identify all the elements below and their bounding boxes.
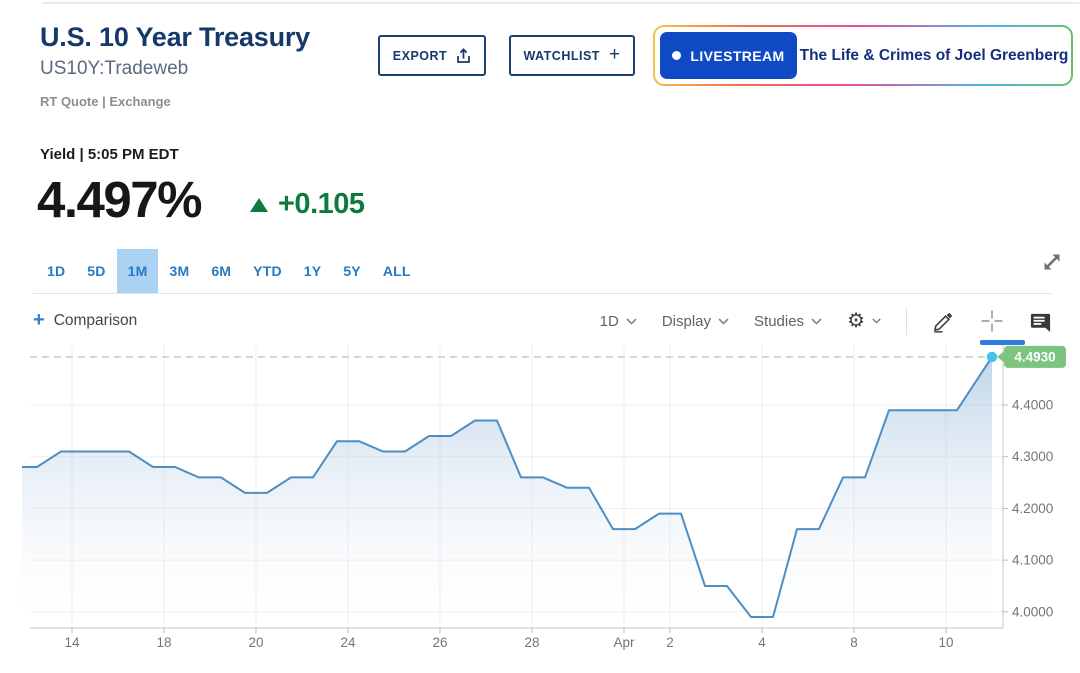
range-tab-1y[interactable]: 1Y bbox=[303, 263, 322, 279]
x-axis-label: 28 bbox=[524, 635, 539, 650]
crosshair-tool-button[interactable] bbox=[980, 309, 1004, 333]
watchlist-button-label: WATCHLIST bbox=[523, 48, 600, 63]
area-fill bbox=[22, 356, 992, 628]
price-chart[interactable]: 14 18 20 24 26 28 Apr 2 4 8 104.40004.30004.20004.… bbox=[0, 345, 1080, 668]
chevron-down-icon bbox=[811, 317, 822, 325]
x-axis-label: 10 bbox=[938, 635, 953, 650]
y-axis-label: 4.0000 bbox=[1012, 604, 1053, 619]
active-tool-indicator bbox=[980, 340, 1025, 345]
range-tab-6m[interactable]: 6M bbox=[211, 263, 232, 279]
price-line bbox=[22, 356, 993, 618]
export-button[interactable]: EXPORT bbox=[378, 35, 486, 76]
chevron-down-icon bbox=[718, 317, 729, 325]
x-axis-label: 20 bbox=[248, 635, 263, 650]
range-tab-5y[interactable]: 5Y bbox=[343, 263, 361, 279]
expand-chart-icon[interactable] bbox=[1038, 248, 1066, 281]
quote-source-label: RT Quote | Exchange bbox=[40, 94, 171, 109]
export-icon bbox=[456, 47, 471, 64]
live-dot-icon bbox=[672, 51, 682, 60]
pencil-icon bbox=[933, 312, 952, 333]
plus-icon: + bbox=[33, 309, 45, 331]
watchlist-button[interactable]: WATCHLIST + bbox=[509, 35, 635, 76]
header-divider bbox=[42, 2, 1080, 4]
range-tab-5d[interactable]: 5D bbox=[87, 263, 106, 279]
export-button-label: EXPORT bbox=[392, 48, 448, 63]
gear-icon: ⚙ bbox=[847, 310, 865, 332]
range-tabs: 1D 5D 1M 3M 6M YTD 1Y 5Y ALL bbox=[36, 249, 422, 293]
toolbar-divider bbox=[906, 307, 907, 335]
range-tab-1d[interactable]: 1D bbox=[47, 263, 66, 279]
range-tab-ytd[interactable]: YTD bbox=[253, 263, 282, 279]
plus-icon: + bbox=[608, 44, 621, 65]
x-axis-label: 8 bbox=[850, 635, 858, 650]
y-axis-label: 4.3000 bbox=[1012, 449, 1053, 464]
page-title: U.S. 10 Year Treasury bbox=[40, 22, 310, 52]
x-axis-label: Apr bbox=[613, 635, 635, 650]
speech-bubble-icon bbox=[1030, 313, 1051, 332]
svg-text:4.4930: 4.4930 bbox=[1014, 350, 1055, 365]
last-price-badge: 4.4930 bbox=[997, 345, 1066, 368]
interval-dropdown[interactable]: 1D bbox=[600, 313, 637, 330]
crosshair-icon bbox=[981, 310, 1003, 332]
chart-settings-dropdown[interactable]: ⚙ bbox=[847, 311, 881, 331]
price-chart-area[interactable]: 14 18 20 24 26 28 Apr 2 4 8 10 4.4000 4.3000 4.2000 4.… bbox=[0, 345, 1080, 668]
last-price-dot bbox=[986, 351, 998, 363]
livestream-banner[interactable]: LIVESTREAM The Life & Crimes of Joel Gre… bbox=[653, 25, 1073, 86]
chart-toolbar: + Comparison 1D Display Studies ⚙ bbox=[33, 299, 1052, 343]
add-comparison-button[interactable]: + Comparison bbox=[33, 309, 138, 331]
instrument-symbol: US10Y:Tradeweb bbox=[40, 58, 189, 79]
chevron-down-icon bbox=[626, 317, 637, 325]
studies-label: Studies bbox=[754, 312, 805, 330]
y-axis-label: 4.2000 bbox=[1012, 501, 1053, 516]
x-axis-label: 4 bbox=[758, 635, 766, 650]
comments-button[interactable] bbox=[1029, 310, 1052, 333]
range-tab-3m[interactable]: 3M bbox=[169, 263, 190, 279]
change-up-triangle-icon bbox=[250, 198, 268, 212]
chevron-down-icon bbox=[872, 318, 881, 324]
section-divider bbox=[33, 293, 1052, 294]
interval-label: 1D bbox=[599, 312, 619, 330]
livestream-badge[interactable]: LIVESTREAM bbox=[660, 32, 797, 79]
x-axis-label: 14 bbox=[64, 635, 80, 650]
y-axis-label: 4.4000 bbox=[1012, 398, 1053, 413]
x-axis-label: 26 bbox=[432, 635, 447, 650]
livestream-show-title: The Life & Crimes of Joel Greenberg bbox=[799, 46, 1069, 64]
livestream-label: LIVESTREAM bbox=[690, 47, 785, 64]
display-label: Display bbox=[661, 312, 712, 330]
quote-change: +0.105 bbox=[278, 188, 365, 220]
display-dropdown[interactable]: Display bbox=[662, 313, 729, 330]
x-axis-label: 18 bbox=[156, 635, 171, 650]
x-axis-label: 24 bbox=[340, 635, 356, 650]
range-tab-1m[interactable]: 1M bbox=[116, 249, 159, 293]
studies-dropdown[interactable]: Studies bbox=[754, 313, 822, 330]
draw-tool-button[interactable] bbox=[932, 310, 955, 333]
x-axis-label: 2 bbox=[666, 635, 674, 650]
comparison-label: Comparison bbox=[53, 312, 138, 329]
quote-time-label: Yield | 5:05 PM EDT bbox=[40, 146, 179, 163]
quote-value: 4.497% bbox=[37, 171, 202, 228]
range-tab-all[interactable]: ALL bbox=[382, 263, 411, 279]
y-axis-label: 4.1000 bbox=[1012, 553, 1053, 568]
